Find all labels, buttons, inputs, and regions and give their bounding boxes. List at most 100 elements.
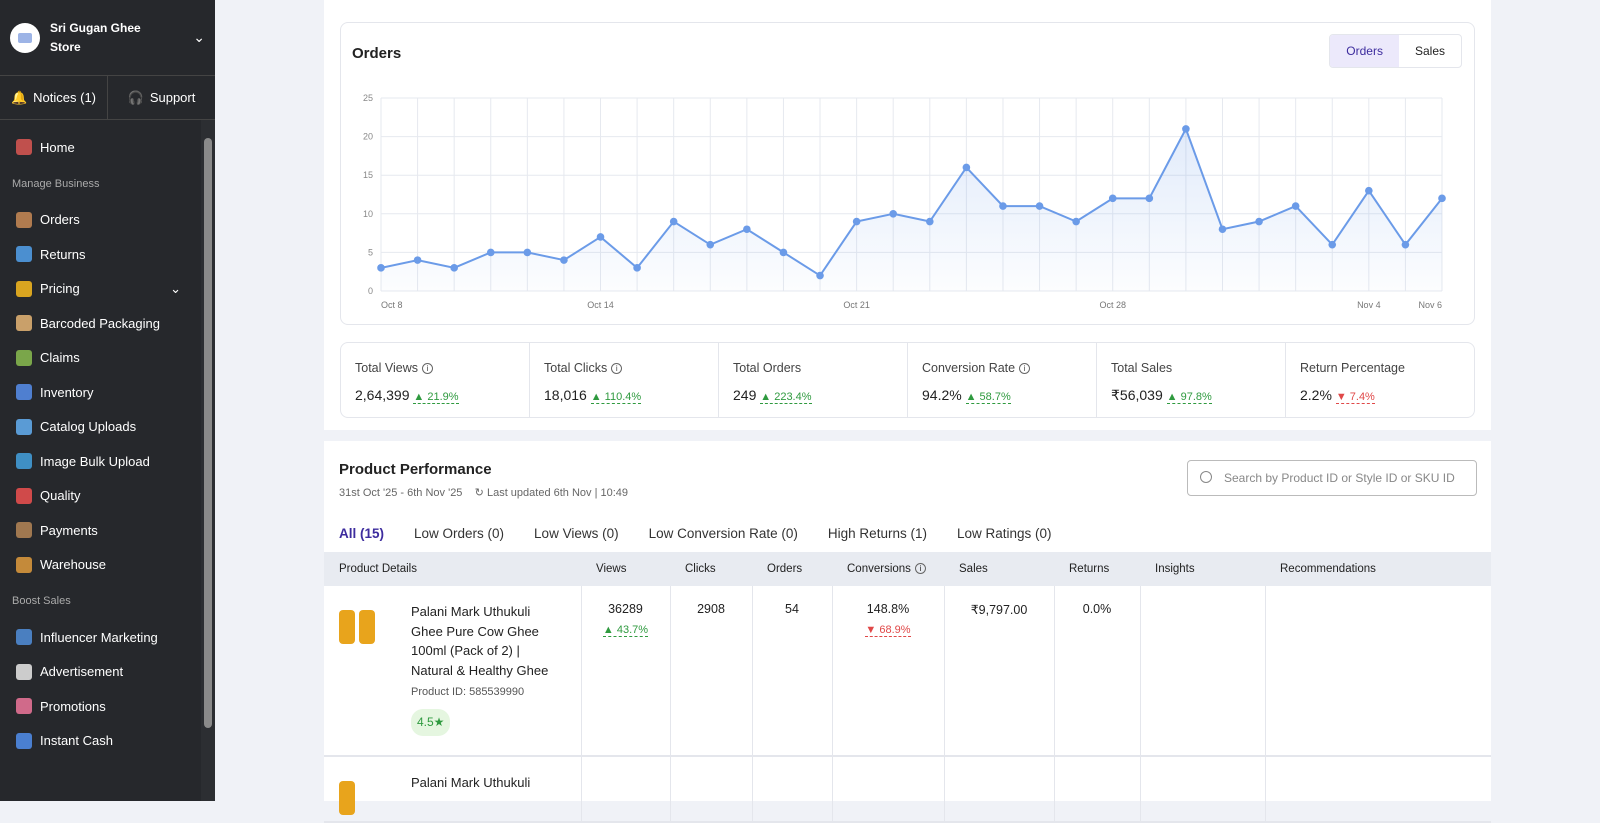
stat-value: 2.2% [1300, 387, 1332, 403]
nav-section-label: Boost Sales [12, 595, 71, 607]
stat-label: Return Percentage [1300, 361, 1405, 375]
stat-change: ▲ 58.7% [965, 391, 1011, 404]
column-header: Orders [752, 552, 832, 586]
sidebar-item-catalog-uploads[interactable]: Catalog Uploads [0, 410, 215, 445]
stat-total-clicks: Total Clicks i 18,016 ▲ 110.4% [530, 343, 719, 417]
y-tick-label: 15 [363, 170, 373, 180]
chart-title: Orders [352, 45, 402, 62]
sidebar-item-influencer-marketing[interactable]: Influencer Marketing [0, 620, 215, 655]
barcoded-packaging-icon [16, 315, 32, 332]
area-fill [381, 128, 1442, 291]
sales-value: ₹9,797.00 [970, 603, 1028, 617]
stat-value: ₹56,039 [1111, 387, 1163, 403]
sidebar-item-instant-cash[interactable]: Instant Cash [0, 724, 215, 759]
sidebar-item-label: Returns [40, 246, 86, 262]
stat-change: ▲ 223.4% [760, 391, 812, 404]
store-switcher[interactable]: Sri Gugan Ghee Store ⌄ [0, 0, 215, 76]
nav-section-label: Manage Business [12, 177, 100, 190]
sidebar-item-advertisement[interactable]: Advertisement [0, 655, 215, 690]
notices-button[interactable]: 🔔 Notices (1) [0, 76, 108, 119]
tab-filter[interactable]: High Returns (1) [827, 526, 927, 541]
stat-change: ▼ 7.4% [1335, 391, 1375, 404]
y-tick-label: 5 [368, 247, 373, 257]
info-icon[interactable]: i [1019, 363, 1031, 375]
pricing-icon [16, 280, 32, 297]
sidebar-item-barcoded-packaging[interactable]: Barcoded Packaging [0, 306, 215, 341]
column-header: Sales [944, 552, 1054, 586]
data-point [669, 217, 678, 226]
promotions-icon [16, 698, 32, 715]
data-point [1035, 202, 1044, 210]
product-name[interactable]: Palani Mark Uthukuli [411, 775, 531, 790]
clicks-value: 2908 [697, 602, 725, 616]
sidebar-item-returns[interactable]: Returns [0, 237, 215, 272]
refresh-icon: ↻ [474, 487, 484, 499]
sidebar-item-label: Orders [40, 212, 80, 228]
toggle-orders[interactable]: Orders [1330, 35, 1399, 67]
sidebar-item-pricing[interactable]: Pricing ⌄ [0, 272, 215, 307]
returns-value: 0.0% [1082, 602, 1112, 616]
data-point [1365, 186, 1373, 195]
column-header: Recommendations [1265, 552, 1491, 586]
sidebar-scrollbar[interactable] [201, 120, 215, 801]
data-point [962, 163, 971, 172]
data-point [889, 210, 898, 218]
support-button[interactable]: 🎧 Support [127, 89, 196, 106]
chevron-down-icon: ⌄ [193, 29, 205, 45]
views-value: 36289 [608, 602, 643, 616]
data-point [377, 264, 385, 272]
product-search-input[interactable]: Search by Product ID or Style ID or SKU … [1187, 460, 1477, 496]
sidebar-item-image-bulk-upload[interactable]: Image Bulk Upload [0, 444, 215, 479]
store-logo [10, 22, 40, 53]
x-tick-label: Nov 4 [1357, 300, 1381, 310]
stat-label: Total Sales [1111, 361, 1173, 375]
data-point [413, 256, 422, 264]
series-line [380, 126, 1443, 277]
x-tick-label: Oct 14 [587, 300, 614, 310]
sidebar-item-label: Image Bulk Upload [40, 453, 150, 469]
tab-filter[interactable]: Low Views (0) [534, 526, 619, 541]
sidebar-item-claims[interactable]: Claims [0, 341, 215, 376]
sidebar-item-inventory[interactable]: Inventory [0, 375, 215, 410]
returns-icon [16, 246, 32, 263]
data-point [486, 248, 495, 257]
tab-filter[interactable]: Low Conversion Rate (0) [648, 526, 798, 541]
data-point [1291, 202, 1300, 210]
headset-icon: 🎧 [127, 89, 144, 105]
tab-filter[interactable]: Low Orders (0) [414, 526, 505, 541]
data-point [1438, 194, 1446, 203]
sidebar-item-label: Home [40, 139, 75, 155]
stat-total-orders: Total Orders 249 ▲ 223.4% [719, 343, 908, 417]
info-icon[interactable]: i [611, 363, 623, 375]
sidebar-item-payments[interactable]: Payments [0, 513, 215, 548]
data-point [1255, 217, 1263, 226]
table-row[interactable]: Palani Mark Uthukuli [324, 756, 1491, 823]
conversion-change: ▼ 68.9% [865, 624, 911, 637]
stat-conversion-rate: Conversion Rate i 94.2% ▲ 58.7% [908, 343, 1097, 417]
toggle-sales[interactable]: Sales [1414, 44, 1445, 58]
warehouse-icon [16, 556, 32, 573]
stats-bar: Total Views i 2,64,399 ▲ 21.9% Total Clicks… [340, 342, 1475, 418]
info-icon[interactable]: i [422, 363, 433, 375]
conversion-value: 148.8% [866, 602, 910, 616]
product-name[interactable]: Palani Mark Uthukuli Ghee Pure Cow Ghee … [411, 604, 549, 678]
stat-value: 249 [733, 387, 757, 403]
sidebar-item-orders[interactable]: Orders [0, 203, 215, 238]
sidebar-item-home[interactable]: Home [0, 130, 215, 165]
sidebar-item-warehouse[interactable]: Warehouse [0, 548, 215, 583]
y-tick-label: 10 [363, 209, 373, 219]
info-icon[interactable]: i [914, 563, 926, 575]
sidebar-item-quality[interactable]: Quality [0, 479, 215, 514]
table-row[interactable]: Palani Mark Uthukuli Ghee Pure Cow Ghee … [324, 586, 1491, 757]
sidebar-item-label: Catalog Uploads [40, 419, 137, 435]
orders-chart-card: Orders Orders Sales 0 5 10 15 20 25 Oct 8 Oct 1… [340, 22, 1475, 325]
sidebar-item-label: Instant Cash [40, 733, 113, 749]
influencer-marketing-icon [16, 629, 32, 646]
quality-icon [16, 487, 32, 504]
tab-filter[interactable]: All (15) [324, 521, 400, 554]
y-tick-label: 20 [363, 132, 373, 142]
data-point [523, 248, 532, 257]
tab-filter[interactable]: Low Ratings (0) [956, 526, 1052, 541]
sidebar-item-promotions[interactable]: Promotions [0, 689, 215, 724]
sidebar-item-label: Quality [40, 488, 81, 504]
